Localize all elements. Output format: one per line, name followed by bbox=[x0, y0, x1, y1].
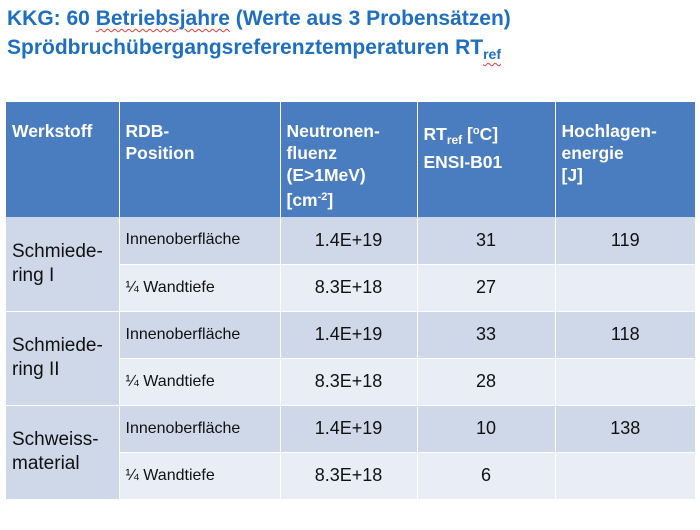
title-prefix: KKG: 60 bbox=[7, 7, 96, 30]
header-rt-subscript: ref bbox=[446, 133, 463, 147]
page-title: KKG: 60 Betriebsjahre (Werte aus 3 Probe… bbox=[7, 4, 697, 69]
header-hoch-line1: Hochlagen- bbox=[561, 121, 657, 141]
header-werkstoff: Werkstoff bbox=[6, 102, 120, 217]
header-fluenz-line2: fluenz bbox=[286, 143, 338, 163]
energy-cell: 119 bbox=[555, 217, 695, 265]
title-line-2: Sprödbruchübergangsreferenztemperaturen … bbox=[7, 33, 697, 69]
header-fluenz-unit: [cm bbox=[286, 190, 318, 210]
data-table: Werkstoff RDB- Position Neutronen-fluenz(… bbox=[6, 102, 695, 500]
title-line-1: KKG: 60 Betriebsjahre (Werte aus 3 Probe… bbox=[7, 4, 697, 33]
energy-cell bbox=[555, 358, 695, 406]
title-main: Sprödbruchübergangsreferenztemperaturen … bbox=[7, 36, 484, 59]
material-cell: Schweiss-material bbox=[6, 405, 120, 500]
table-row: ¼ Wandtiefe 8.3E+18 28 bbox=[6, 358, 695, 406]
rtref-cell: 28 bbox=[417, 358, 556, 406]
header-rt-unit: C] bbox=[479, 124, 499, 144]
rtref-cell: 6 bbox=[417, 452, 556, 500]
energy-cell: 118 bbox=[555, 311, 695, 359]
header-hoch-line2: energie bbox=[561, 143, 624, 163]
material-cell: Schmiede-ring I bbox=[6, 217, 120, 312]
title-suffix: (Werte aus 3 Probensätzen) bbox=[229, 7, 511, 30]
position-cell: ¼ Wandtiefe bbox=[119, 452, 281, 500]
header-row: Werkstoff RDB- Position Neutronen-fluenz(… bbox=[6, 102, 695, 217]
header-fluenz-unit-close: ] bbox=[327, 190, 334, 210]
header-position-line2: Position bbox=[125, 143, 195, 163]
fluence-cell: 8.3E+18 bbox=[280, 358, 418, 406]
position-cell: Innenoberfläche bbox=[119, 405, 281, 453]
header-fluenz: Neutronen-fluenz (E>1MeV) [cm-2] bbox=[280, 102, 418, 217]
rtref-cell: 31 bbox=[417, 217, 556, 265]
header-position: RDB- Position bbox=[119, 102, 281, 217]
material-line2: ring II bbox=[12, 359, 60, 380]
header-rt-bracket: [ bbox=[462, 124, 473, 144]
material-line2: ring I bbox=[12, 264, 55, 286]
title-underlined-word: Betriebsjahre bbox=[95, 7, 230, 30]
energy-cell bbox=[555, 264, 695, 312]
table-row: Schweiss-material Innenoberfläche 1.4E+1… bbox=[6, 405, 695, 500]
fluence-cell: 8.3E+18 bbox=[280, 452, 418, 500]
position-cell: Innenoberfläche bbox=[119, 311, 281, 359]
header-werkstoff-label: Werkstoff bbox=[12, 121, 93, 141]
energy-cell bbox=[555, 452, 695, 500]
material-line1: Schmiede- bbox=[12, 240, 103, 262]
material-cell: Schmiede-ring II bbox=[6, 311, 120, 406]
header-rt-label: RT bbox=[423, 124, 447, 144]
header-rtref: RTref [oC] ENSI-B01 bbox=[417, 102, 556, 217]
table-row: ¼ Wandtiefe 8.3E+18 6 bbox=[6, 452, 695, 500]
fluence-cell: 1.4E+19 bbox=[280, 311, 418, 359]
title-subscript: ref bbox=[483, 46, 501, 62]
table-row: Schmiede-ring I Innenoberfläche 1.4E+19 … bbox=[6, 217, 695, 312]
header-rt-degree: o bbox=[472, 125, 480, 137]
table-row: ¼ Wandtiefe 8.3E+18 27 bbox=[6, 264, 695, 312]
fluence-cell: 1.4E+19 bbox=[280, 405, 418, 453]
position-cell: Innenoberfläche bbox=[119, 217, 281, 265]
material-line1: Schmiede- bbox=[12, 335, 103, 356]
rtref-cell: 33 bbox=[417, 311, 556, 359]
fluence-cell: 8.3E+18 bbox=[280, 264, 418, 312]
position-cell: ¼ Wandtiefe bbox=[119, 264, 281, 312]
header-fluenz-line3: (E>1MeV) bbox=[286, 165, 366, 185]
rtref-cell: 10 bbox=[417, 405, 556, 453]
material-line1: Schweiss- bbox=[12, 429, 99, 450]
header-fluenz-line1: Neutronen- bbox=[286, 121, 380, 141]
material-line2: material bbox=[12, 453, 80, 474]
header-hochlagenenergie: Hochlagen-energie [J] bbox=[555, 102, 695, 217]
header-rt-source: ENSI-B01 bbox=[423, 152, 503, 172]
table-row: Schmiede-ring II Innenoberfläche 1.4E+19… bbox=[6, 311, 695, 406]
rtref-cell: 27 bbox=[417, 264, 556, 312]
position-cell: ¼ Wandtiefe bbox=[119, 358, 281, 406]
header-hoch-line3: [J] bbox=[561, 165, 583, 185]
energy-cell: 138 bbox=[555, 405, 695, 453]
fluence-cell: 1.4E+19 bbox=[280, 217, 418, 265]
header-fluenz-exponent: -2 bbox=[317, 191, 328, 203]
header-position-line1: RDB- bbox=[125, 121, 170, 141]
